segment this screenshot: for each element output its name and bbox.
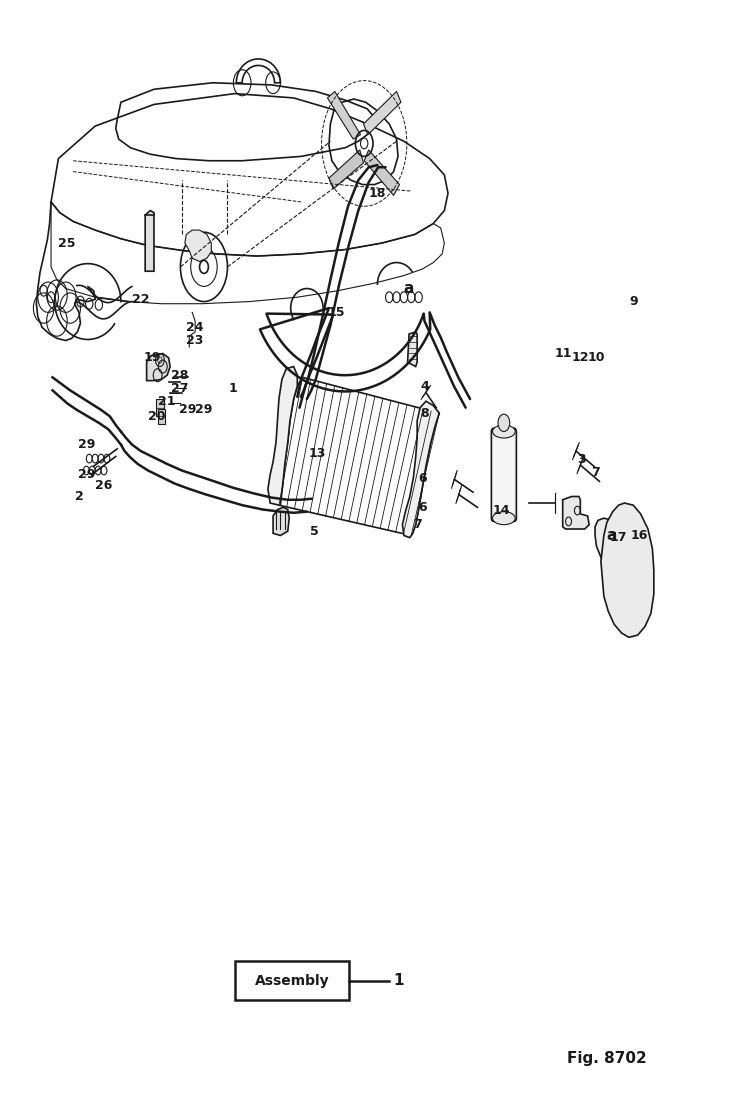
Text: 12: 12: [571, 351, 589, 364]
Text: 9: 9: [629, 295, 637, 308]
Text: 27: 27: [171, 382, 189, 395]
Text: 6: 6: [418, 501, 427, 513]
Polygon shape: [402, 402, 439, 538]
Polygon shape: [562, 497, 589, 529]
Ellipse shape: [493, 511, 515, 524]
Text: 2: 2: [75, 490, 83, 504]
Text: 5: 5: [310, 524, 318, 538]
Text: 29: 29: [78, 438, 95, 451]
Text: 26: 26: [95, 479, 112, 493]
Text: 24: 24: [186, 321, 203, 335]
Text: 18: 18: [369, 186, 386, 200]
Text: 6: 6: [418, 472, 427, 485]
Text: 11: 11: [555, 347, 572, 360]
Text: 3: 3: [577, 453, 586, 466]
Polygon shape: [363, 91, 401, 135]
Text: 28: 28: [171, 369, 189, 382]
Text: 13: 13: [309, 446, 326, 460]
Bar: [235, 961, 349, 1000]
Polygon shape: [364, 150, 399, 195]
Text: 1: 1: [393, 973, 404, 988]
Text: Assembly: Assembly: [255, 974, 329, 987]
Polygon shape: [185, 230, 211, 261]
Text: 22: 22: [132, 293, 150, 306]
Text: 4: 4: [420, 380, 429, 393]
Text: 25: 25: [58, 237, 76, 249]
Text: a: a: [606, 528, 616, 543]
Polygon shape: [268, 366, 297, 506]
Polygon shape: [273, 507, 289, 535]
Circle shape: [498, 415, 510, 431]
Ellipse shape: [493, 425, 515, 438]
Text: Fig. 8702: Fig. 8702: [567, 1051, 646, 1066]
Text: 21: 21: [159, 395, 176, 408]
Polygon shape: [329, 150, 363, 189]
Text: 8: 8: [420, 407, 428, 420]
Text: 23: 23: [186, 335, 203, 347]
Text: 1: 1: [229, 382, 237, 395]
Text: 14: 14: [492, 505, 509, 517]
Polygon shape: [595, 518, 633, 584]
Text: 10: 10: [588, 351, 605, 364]
Text: 20: 20: [148, 410, 166, 422]
Bar: [157, 399, 163, 417]
Text: 7: 7: [413, 518, 422, 531]
Polygon shape: [601, 504, 654, 637]
Text: 16: 16: [631, 529, 648, 542]
Polygon shape: [147, 353, 170, 381]
Polygon shape: [145, 211, 154, 271]
Polygon shape: [407, 332, 417, 366]
Text: a: a: [404, 281, 414, 296]
Text: 7: 7: [591, 466, 599, 479]
Text: 17: 17: [610, 531, 628, 544]
Text: 19: 19: [144, 351, 161, 364]
Polygon shape: [327, 91, 360, 139]
FancyBboxPatch shape: [491, 428, 516, 521]
Text: 29: 29: [195, 404, 213, 417]
Text: 15: 15: [327, 306, 345, 319]
Text: 29: 29: [179, 404, 196, 417]
Text: 29: 29: [78, 468, 95, 482]
Bar: [157, 409, 165, 423]
